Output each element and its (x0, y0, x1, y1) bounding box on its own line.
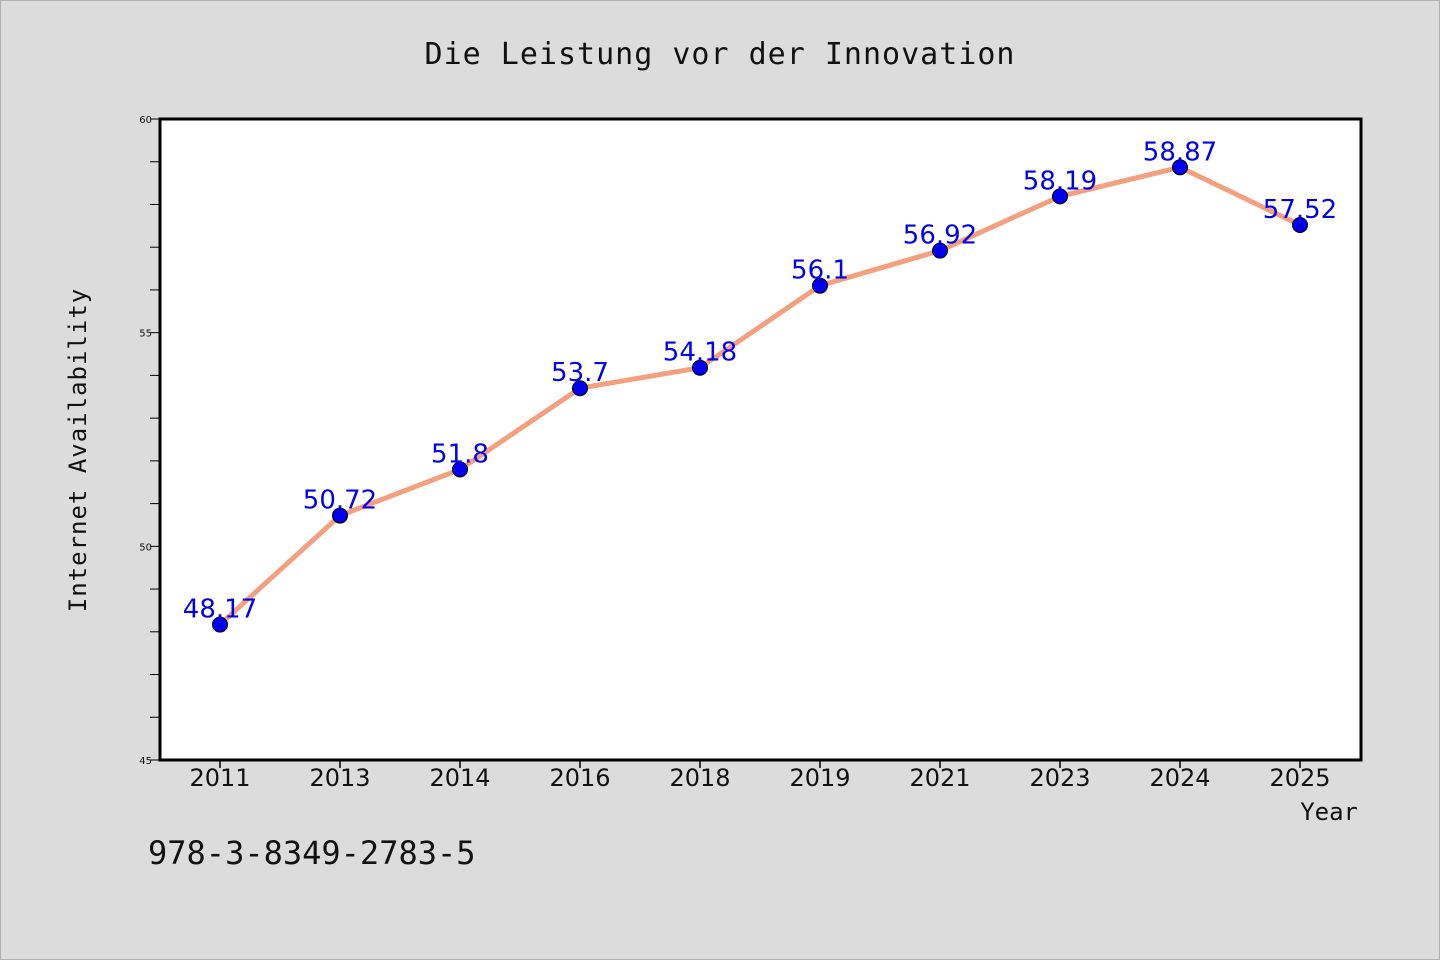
data-point (1052, 188, 1068, 205)
data-label: 53.7 (551, 358, 609, 388)
x-tick-label: 2025 (1269, 764, 1330, 792)
chart-title: Die Leistung vor der Innovation (425, 37, 1016, 72)
data-label: 48.17 (183, 595, 257, 625)
series-line-group (212, 159, 1308, 633)
x-tick-label: 2021 (909, 764, 970, 792)
x-axis: 2011 2013 2014 2016 2018 2019 2021 2023 2024 2025 (189, 760, 1331, 792)
data-label: 56.92 (903, 221, 977, 251)
y-tick-label: 50 (139, 542, 152, 553)
x-tick-label: 2014 (429, 764, 490, 792)
isbn-annotation: 978-3-8349-2783-5 (148, 834, 476, 872)
y-tick-label: 55 (139, 329, 152, 340)
x-tick-label: 2024 (1149, 764, 1210, 792)
series-line (217, 164, 1303, 628)
data-label: 51.8 (431, 439, 489, 469)
data-label: 57.52 (1263, 195, 1337, 225)
x-axis-label: Year (1300, 798, 1358, 826)
x-tick-label: 2013 (309, 764, 370, 792)
x-tick-label: 2018 (669, 764, 730, 792)
x-tick-label: 2019 (789, 764, 850, 792)
data-label: 58.87 (1143, 137, 1217, 167)
y-tick-label: 45 (139, 756, 152, 767)
y-tick-label: 60 (139, 115, 152, 126)
data-point (572, 380, 588, 397)
data-label: 56.1 (791, 256, 849, 286)
data-point (1172, 159, 1188, 176)
x-tick-label: 2023 (1029, 764, 1090, 792)
data-point (212, 616, 228, 633)
plot-area (158, 117, 1363, 762)
data-label: 54.18 (663, 338, 737, 368)
data-point (932, 242, 948, 259)
data-point (812, 277, 828, 294)
data-point (1292, 216, 1308, 233)
x-tick-label: 2016 (549, 764, 610, 792)
data-point (452, 461, 468, 478)
data-point (692, 359, 708, 376)
data-point (332, 507, 348, 524)
x-tick-label: 2011 (189, 764, 250, 792)
data-label: 58.19 (1023, 166, 1097, 196)
data-label: 50.72 (303, 486, 377, 516)
data-labels: 48.17 50.72 51.8 53.7 54.18 56.1 56.92 58.19 58.… (183, 137, 1337, 624)
y-axis-label: Internet Availability (64, 288, 92, 612)
y-axis: 45 50 55 60 (139, 115, 160, 767)
